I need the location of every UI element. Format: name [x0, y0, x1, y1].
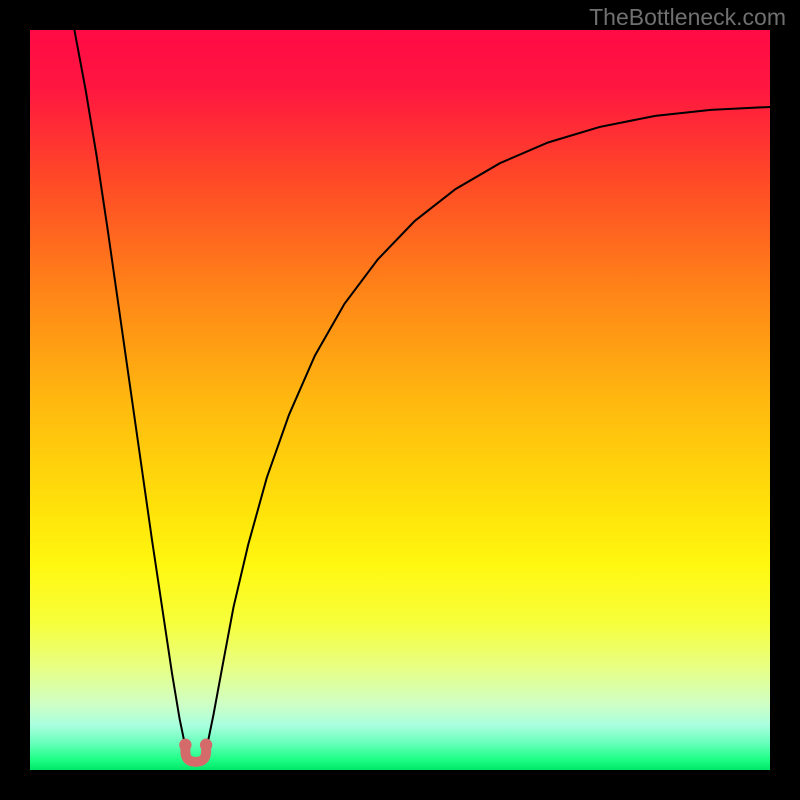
- curve-right: [208, 107, 770, 743]
- chart-svg: [30, 30, 770, 770]
- plot-area: [30, 30, 770, 770]
- u-marker-dot-left: [179, 739, 191, 751]
- u-marker-dot-right: [200, 739, 212, 751]
- watermark-text: TheBottleneck.com: [589, 4, 786, 31]
- curve-left: [74, 30, 184, 743]
- u-marker: [179, 739, 212, 762]
